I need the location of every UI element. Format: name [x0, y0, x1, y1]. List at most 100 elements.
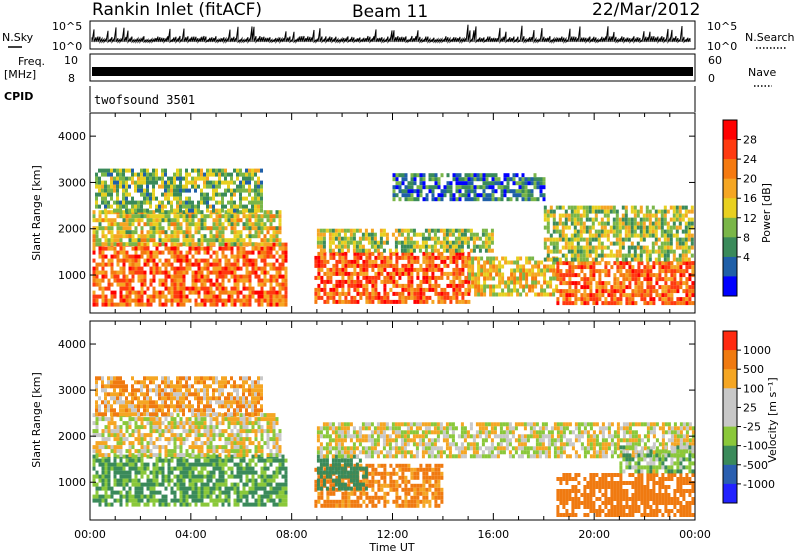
power-cell: [643, 273, 647, 278]
power-cell: [131, 180, 134, 185]
power-cell: [257, 294, 261, 299]
power-cell: [648, 221, 652, 226]
power-cell: [236, 254, 240, 259]
power-cell: [176, 242, 180, 247]
power-cell: [134, 302, 138, 307]
velocity-cell: [227, 421, 231, 426]
power-cell: [501, 272, 505, 277]
power-cell: [492, 260, 496, 265]
power-cell: [525, 272, 529, 277]
velocity-cell: [134, 454, 138, 459]
power-cell: [591, 237, 595, 242]
power-cell: [624, 253, 628, 258]
power-cell: [606, 217, 610, 222]
velocity-cell: [209, 458, 213, 463]
power-cell: [353, 251, 357, 256]
power-cell: [104, 226, 108, 231]
power-cell: [137, 184, 140, 189]
velocity-cell: [104, 498, 108, 503]
power-cell: [604, 285, 608, 290]
nsky-panel: N.Sky 10^5 10^0 10^5 10^0 N.Search: [2, 20, 795, 53]
power-cell: [239, 204, 242, 209]
power-cell: [416, 255, 420, 260]
power-cell: [663, 249, 667, 254]
power-cell: [527, 193, 531, 198]
power-cell: [685, 297, 689, 302]
power-cell: [546, 213, 550, 218]
power-cell: [416, 275, 420, 280]
power-cell: [449, 251, 453, 256]
power-cell: [248, 282, 252, 287]
power-cell: [194, 208, 197, 213]
power-cell: [613, 273, 617, 278]
velocity-cell: [200, 486, 204, 491]
power-cell: [673, 301, 677, 306]
power-cell: [579, 237, 583, 242]
power-cell: [212, 282, 216, 287]
power-cell: [128, 298, 132, 303]
power-cell: [362, 271, 366, 276]
velocity-cell: [263, 502, 267, 507]
power-cell: [419, 295, 423, 300]
power-cell: [585, 217, 589, 222]
power-cell: [452, 197, 456, 202]
power-cell: [284, 274, 288, 279]
power-cell: [422, 279, 426, 284]
power-cell: [597, 245, 601, 250]
power-cell: [516, 264, 520, 269]
velocity-cell: [200, 433, 204, 438]
power-cell: [627, 225, 631, 230]
power-cell: [134, 200, 137, 205]
power-cell: [404, 193, 408, 198]
power-cell: [197, 294, 201, 299]
power-cell: [603, 253, 607, 258]
power-cell: [377, 263, 381, 268]
power-cell: [461, 193, 465, 198]
power-cell: [200, 214, 204, 219]
velocity-cell: [188, 453, 192, 458]
velocity-cell: [197, 421, 201, 426]
power-cell: [116, 172, 119, 177]
power-cell: [215, 274, 219, 279]
power-cell: [410, 283, 414, 288]
power-cell: [663, 217, 667, 222]
power-cell: [488, 197, 492, 202]
velocity-cell: [131, 462, 135, 467]
velocity-cell: [197, 470, 201, 475]
power-cell: [421, 232, 425, 237]
velocity-cell: [149, 417, 153, 422]
power-cell: [685, 261, 689, 266]
power-cell: [128, 200, 131, 205]
power-cell: [491, 197, 495, 202]
velocity-cell: [110, 429, 114, 434]
power-cell: [600, 209, 604, 214]
power-cell: [209, 286, 213, 291]
power-cell: [260, 180, 263, 185]
power-cell: [260, 214, 264, 219]
velocity-cell: [200, 417, 204, 422]
velocity-cell: [230, 429, 234, 434]
power-cell: [404, 177, 408, 182]
power-cell: [203, 222, 207, 227]
power-cell: [278, 270, 282, 275]
power-cell: [440, 287, 444, 292]
freq-trace: [92, 67, 693, 76]
power-cell: [365, 287, 369, 292]
power-cell: [170, 188, 173, 193]
velocity-cell: [92, 449, 96, 454]
power-cell: [128, 222, 132, 227]
power-cell: [194, 258, 198, 263]
power-cell: [98, 270, 102, 275]
power-cell: [679, 281, 683, 286]
power-cell: [606, 237, 610, 242]
power-cell: [224, 286, 228, 291]
power-cell: [401, 173, 405, 178]
power-cell: [131, 262, 135, 267]
power-cell: [236, 266, 240, 271]
power-cell: [257, 214, 261, 219]
power-cell: [176, 214, 180, 219]
velocity-cell: [188, 429, 192, 434]
power-cell: [618, 221, 622, 226]
power-cell: [559, 289, 563, 294]
power-cell: [329, 287, 333, 292]
